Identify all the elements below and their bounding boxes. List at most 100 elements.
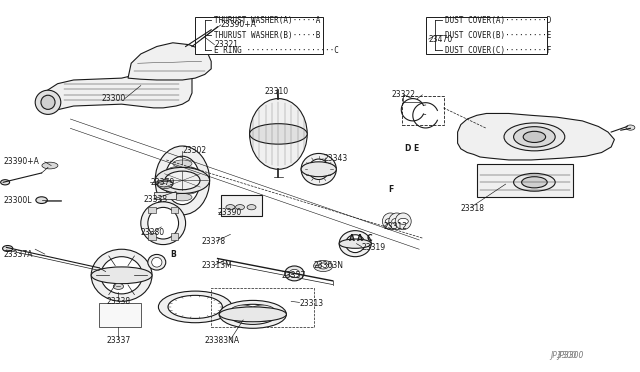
Polygon shape xyxy=(458,113,614,160)
Circle shape xyxy=(1,180,10,185)
Ellipse shape xyxy=(35,90,61,115)
Bar xyxy=(426,17,547,54)
Bar xyxy=(195,17,323,54)
Circle shape xyxy=(314,260,333,272)
Text: 23321: 23321 xyxy=(214,40,239,49)
Text: 23343: 23343 xyxy=(323,154,348,163)
Bar xyxy=(402,96,444,125)
Ellipse shape xyxy=(91,249,152,301)
Text: 23390+A: 23390+A xyxy=(221,20,257,29)
Ellipse shape xyxy=(173,160,192,167)
Text: 23300L: 23300L xyxy=(3,196,32,205)
Polygon shape xyxy=(171,207,179,214)
Text: B: B xyxy=(170,250,175,259)
Text: THURUST WASHER(B)·····B: THURUST WASHER(B)·····B xyxy=(214,31,321,40)
Text: 23302: 23302 xyxy=(182,146,207,155)
Ellipse shape xyxy=(148,208,179,239)
Text: JP3300: JP3300 xyxy=(557,351,583,360)
Ellipse shape xyxy=(185,184,200,194)
Ellipse shape xyxy=(301,153,337,185)
Polygon shape xyxy=(171,233,179,240)
Text: 23319: 23319 xyxy=(362,243,386,252)
Text: 23379: 23379 xyxy=(150,178,175,187)
Circle shape xyxy=(392,218,402,224)
Ellipse shape xyxy=(165,156,200,205)
Ellipse shape xyxy=(173,193,192,201)
Text: A: A xyxy=(356,234,363,243)
Ellipse shape xyxy=(152,257,162,267)
Ellipse shape xyxy=(250,124,307,144)
Ellipse shape xyxy=(523,131,545,142)
Ellipse shape xyxy=(155,167,209,193)
Text: 23310: 23310 xyxy=(264,87,289,96)
Text: 23300: 23300 xyxy=(101,94,125,103)
Circle shape xyxy=(318,263,328,269)
Text: 23312: 23312 xyxy=(384,222,408,231)
Text: E RING ···················C: E RING ···················C xyxy=(214,46,339,55)
Text: 23313: 23313 xyxy=(300,299,324,308)
Circle shape xyxy=(3,246,13,251)
Text: 23322: 23322 xyxy=(392,90,416,99)
Text: DUST COVER(A)·········D: DUST COVER(A)·········D xyxy=(445,16,551,25)
Ellipse shape xyxy=(250,99,307,169)
Ellipse shape xyxy=(157,182,173,187)
Bar xyxy=(221,195,262,216)
Text: 23337: 23337 xyxy=(106,336,131,345)
Text: F: F xyxy=(388,185,393,194)
Ellipse shape xyxy=(41,95,55,109)
Ellipse shape xyxy=(219,301,287,328)
Text: 23338: 23338 xyxy=(106,297,131,306)
Ellipse shape xyxy=(289,269,300,278)
Text: 23337A: 23337A xyxy=(3,250,33,259)
Text: C: C xyxy=(367,234,372,243)
Text: 23390+A: 23390+A xyxy=(3,157,39,166)
Circle shape xyxy=(226,205,235,210)
Ellipse shape xyxy=(339,239,371,248)
Text: E: E xyxy=(413,144,419,153)
Text: 23470: 23470 xyxy=(429,35,453,44)
Polygon shape xyxy=(128,43,211,80)
Ellipse shape xyxy=(285,266,304,281)
Circle shape xyxy=(113,283,124,289)
Circle shape xyxy=(248,305,276,321)
Text: 23383NA: 23383NA xyxy=(205,336,240,345)
Ellipse shape xyxy=(308,159,329,179)
Ellipse shape xyxy=(522,177,547,188)
Circle shape xyxy=(398,218,408,224)
Circle shape xyxy=(36,197,47,203)
Circle shape xyxy=(626,125,635,130)
Ellipse shape xyxy=(514,173,555,191)
Text: JP3300: JP3300 xyxy=(550,351,577,360)
Ellipse shape xyxy=(219,307,287,322)
Ellipse shape xyxy=(158,291,232,323)
Ellipse shape xyxy=(165,171,200,190)
Ellipse shape xyxy=(91,267,152,284)
Text: 23390: 23390 xyxy=(218,208,242,217)
Ellipse shape xyxy=(383,213,398,230)
Circle shape xyxy=(212,24,223,30)
Ellipse shape xyxy=(514,127,555,147)
Ellipse shape xyxy=(42,162,58,169)
Text: D: D xyxy=(404,144,411,153)
Ellipse shape xyxy=(301,162,337,177)
Polygon shape xyxy=(148,233,156,240)
Circle shape xyxy=(112,270,131,281)
Ellipse shape xyxy=(396,213,412,230)
Ellipse shape xyxy=(165,184,180,194)
Text: DUST COVER(C)·········F: DUST COVER(C)·········F xyxy=(445,46,551,55)
Circle shape xyxy=(236,205,244,210)
Polygon shape xyxy=(148,207,156,214)
Circle shape xyxy=(229,305,257,321)
Ellipse shape xyxy=(229,304,277,324)
Ellipse shape xyxy=(168,295,223,318)
Polygon shape xyxy=(477,164,573,197)
Text: 23333: 23333 xyxy=(144,195,168,203)
Text: 23380: 23380 xyxy=(141,228,165,237)
Bar xyxy=(99,303,141,327)
Text: 23318: 23318 xyxy=(461,204,485,213)
Text: 23378: 23378 xyxy=(202,237,226,246)
Bar xyxy=(154,192,176,199)
Text: DUST COVER(B)·········E: DUST COVER(B)·········E xyxy=(445,31,551,40)
Ellipse shape xyxy=(339,231,371,257)
Circle shape xyxy=(247,205,256,210)
